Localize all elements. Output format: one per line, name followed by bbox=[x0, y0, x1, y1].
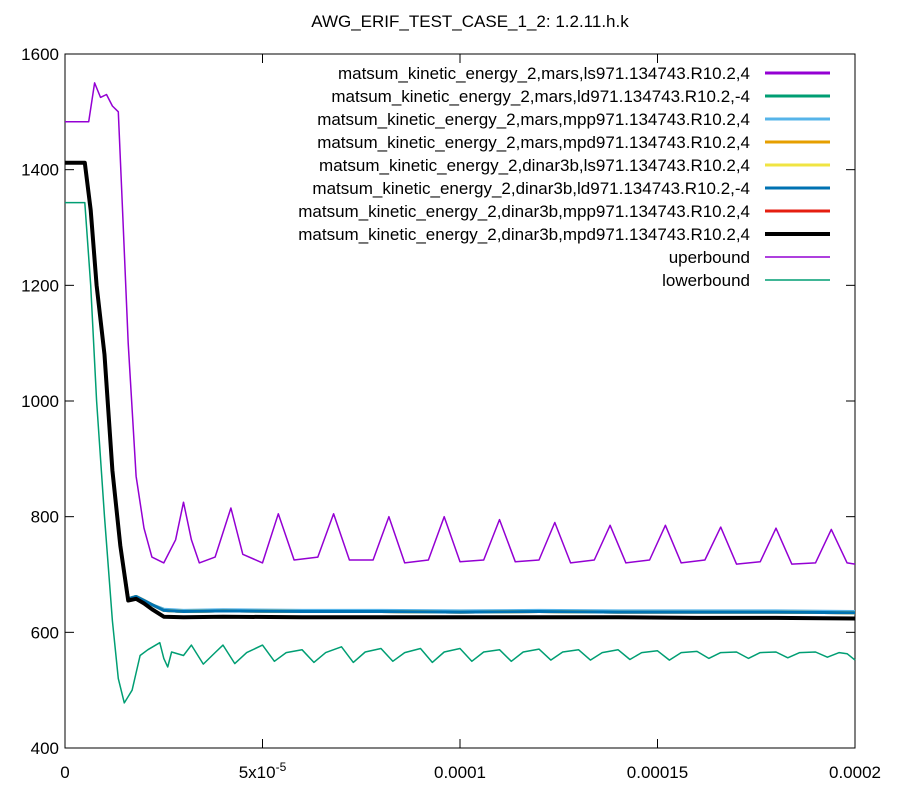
legend-label: matsum_kinetic_energy_2,mars,mpd971.1347… bbox=[317, 133, 750, 152]
legend-label: matsum_kinetic_energy_2,mars,ld971.13474… bbox=[331, 87, 750, 106]
x-tick-label: 5x10-5 bbox=[239, 760, 287, 782]
x-tick-label: 0.0001 bbox=[434, 763, 486, 782]
legend-label: matsum_kinetic_energy_2,dinar3b,ls971.13… bbox=[319, 156, 750, 175]
y-tick-label: 800 bbox=[31, 508, 59, 527]
series-line-8 bbox=[65, 82, 856, 565]
legend: matsum_kinetic_energy_2,mars,ls971.13474… bbox=[298, 64, 830, 290]
series-layer bbox=[65, 82, 856, 704]
y-tick-label: 1400 bbox=[21, 161, 59, 180]
y-tick-label: 1600 bbox=[21, 45, 59, 64]
x-tick-exponent: -5 bbox=[276, 760, 287, 774]
y-tick-label: 600 bbox=[31, 623, 59, 642]
x-tick-label: 0.0002 bbox=[829, 763, 881, 782]
axes: 400 600 800 1000 1200 1400 1600 0 5x10-5 0.0001 0.… bbox=[21, 45, 881, 782]
legend-label: matsum_kinetic_energy_2,dinar3b,mpp971.1… bbox=[298, 202, 750, 221]
legend-label: uperbound bbox=[669, 248, 750, 267]
legend-label: matsum_kinetic_energy_2,dinar3b,ld971.13… bbox=[312, 179, 750, 198]
legend-label: matsum_kinetic_energy_2,mars,ls971.13474… bbox=[338, 64, 750, 83]
y-tick-label: 1000 bbox=[21, 392, 59, 411]
y-tick-label: 400 bbox=[31, 739, 59, 758]
x-tick-label: 0.00015 bbox=[627, 763, 688, 782]
series-line-7 bbox=[65, 160, 856, 621]
y-tick-label: 1200 bbox=[21, 276, 59, 295]
legend-label: matsum_kinetic_energy_2,mars,mpp971.1347… bbox=[317, 110, 750, 129]
series-line-9 bbox=[65, 201, 856, 704]
chart-title: AWG_ERIF_TEST_CASE_1_2: 1.2.11.h.k bbox=[311, 12, 629, 31]
x-tick-label: 0 bbox=[60, 763, 69, 782]
legend-label: lowerbound bbox=[662, 271, 750, 290]
legend-label: matsum_kinetic_energy_2,dinar3b,mpd971.1… bbox=[298, 225, 750, 244]
